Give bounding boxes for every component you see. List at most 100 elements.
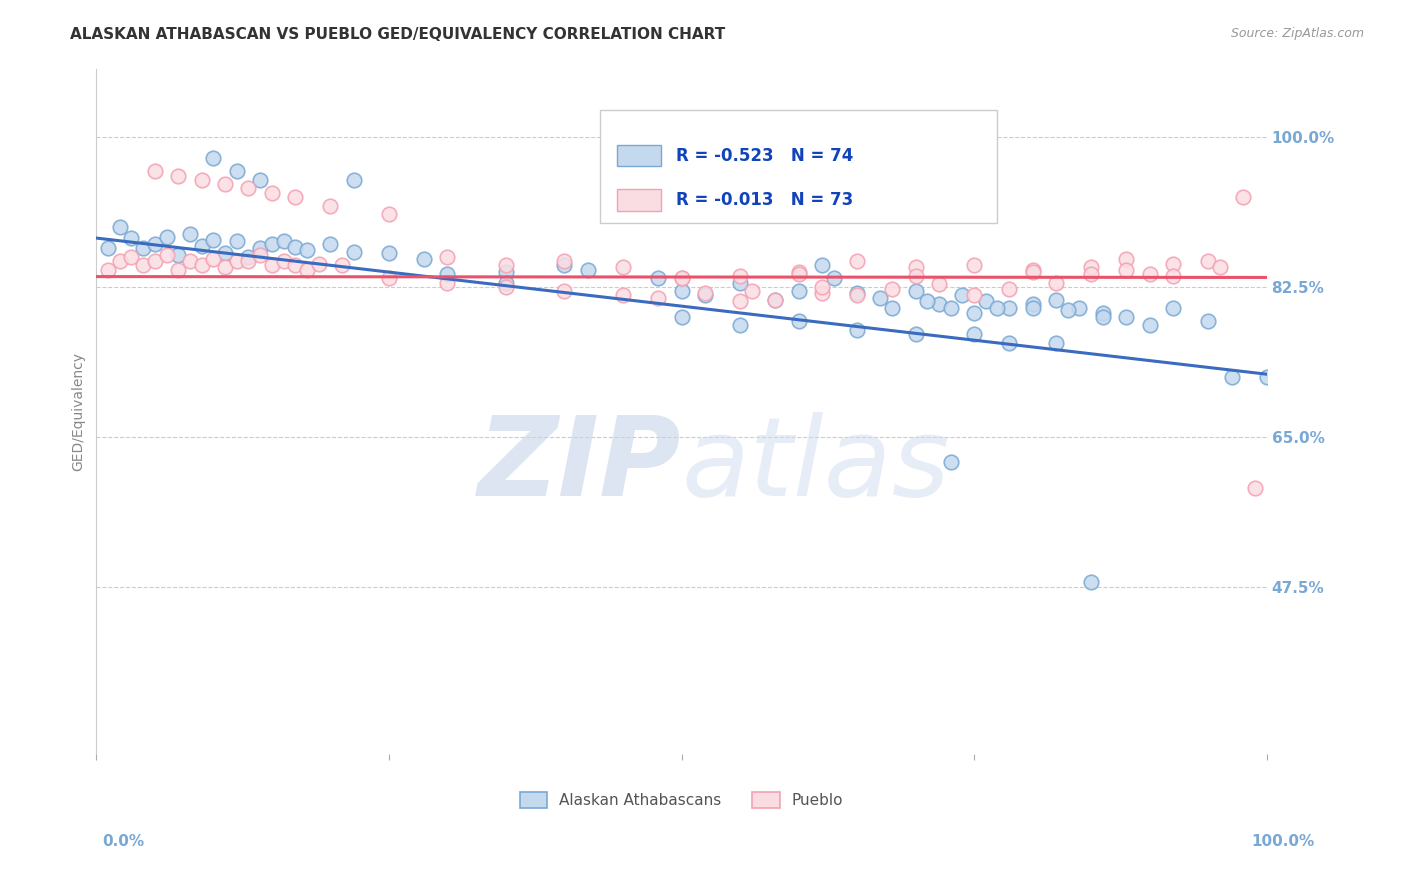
Point <box>671 310 693 324</box>
Point <box>190 239 212 253</box>
Point <box>495 280 517 294</box>
Point <box>811 280 834 294</box>
Point <box>787 265 810 279</box>
Point <box>1080 575 1102 590</box>
Point <box>811 259 834 273</box>
Point <box>378 245 401 260</box>
Point <box>436 250 458 264</box>
Point <box>928 297 950 311</box>
Point <box>1115 262 1137 277</box>
Point <box>1021 297 1043 311</box>
Point <box>295 243 318 257</box>
Point <box>846 285 869 300</box>
Point <box>202 152 225 166</box>
Point <box>225 235 247 249</box>
Point <box>436 276 458 290</box>
Point <box>787 267 810 281</box>
Point <box>1056 303 1078 318</box>
Point <box>671 271 693 285</box>
Point <box>284 190 307 204</box>
Point <box>811 285 834 300</box>
Point <box>553 259 575 273</box>
Point <box>260 186 283 200</box>
Point <box>846 288 869 302</box>
Point <box>553 284 575 298</box>
Point <box>436 267 458 281</box>
Point <box>1209 260 1232 275</box>
Point <box>963 259 986 273</box>
Point <box>693 288 716 302</box>
Point <box>120 250 142 264</box>
Point <box>378 271 401 285</box>
Point <box>238 254 260 268</box>
Text: R = -0.013   N = 73: R = -0.013 N = 73 <box>676 191 853 209</box>
Point <box>120 231 142 245</box>
Point <box>1256 369 1278 384</box>
Text: ALASKAN ATHABASCAN VS PUEBLO GED/EQUIVALENCY CORRELATION CHART: ALASKAN ATHABASCAN VS PUEBLO GED/EQUIVAL… <box>70 27 725 42</box>
Point <box>273 234 295 248</box>
Text: R = -0.523   N = 74: R = -0.523 N = 74 <box>676 146 853 164</box>
Point <box>1220 369 1243 384</box>
Point <box>1091 305 1114 319</box>
Point <box>260 237 283 252</box>
Point <box>963 326 986 341</box>
Point <box>576 262 599 277</box>
Point <box>179 227 201 241</box>
Point <box>143 164 166 178</box>
Point <box>155 230 177 244</box>
Point <box>1244 481 1267 495</box>
Point <box>647 271 669 285</box>
Point <box>998 282 1021 296</box>
Point <box>132 259 155 273</box>
Point <box>495 265 517 279</box>
Text: ZIP: ZIP <box>478 412 682 519</box>
Point <box>179 254 201 268</box>
Point <box>787 284 810 298</box>
Point <box>787 314 810 328</box>
Point <box>260 259 283 273</box>
Point <box>904 284 927 298</box>
Point <box>1021 301 1043 316</box>
Point <box>904 326 927 341</box>
Point <box>904 268 927 283</box>
Point <box>132 241 155 255</box>
Point <box>238 181 260 195</box>
Point <box>763 293 786 307</box>
Point <box>950 288 973 302</box>
Point <box>249 241 271 255</box>
Point <box>1115 252 1137 266</box>
Point <box>1045 335 1067 350</box>
Point <box>1161 268 1184 283</box>
Text: 0.0%: 0.0% <box>103 834 145 849</box>
Point <box>108 254 131 268</box>
Point <box>167 169 190 183</box>
Point <box>378 207 401 221</box>
Point <box>869 291 891 305</box>
Point <box>728 294 751 309</box>
Text: Source: ZipAtlas.com: Source: ZipAtlas.com <box>1230 27 1364 40</box>
Point <box>1021 265 1043 279</box>
Point <box>190 259 212 273</box>
FancyBboxPatch shape <box>617 145 661 167</box>
Point <box>319 198 342 212</box>
Point <box>612 288 634 302</box>
Point <box>1161 301 1184 316</box>
Point <box>974 294 997 309</box>
Point <box>225 254 247 268</box>
Point <box>1021 262 1043 277</box>
Point <box>273 254 295 268</box>
Point <box>647 291 669 305</box>
Point <box>1139 318 1161 333</box>
Point <box>295 262 318 277</box>
Point <box>108 219 131 234</box>
Point <box>998 335 1021 350</box>
Point <box>846 254 869 268</box>
Point <box>214 260 236 275</box>
Point <box>308 257 330 271</box>
Point <box>97 241 120 255</box>
Point <box>671 284 693 298</box>
Point <box>202 233 225 247</box>
Point <box>1045 293 1067 307</box>
Point <box>939 301 962 316</box>
Point <box>167 262 190 277</box>
